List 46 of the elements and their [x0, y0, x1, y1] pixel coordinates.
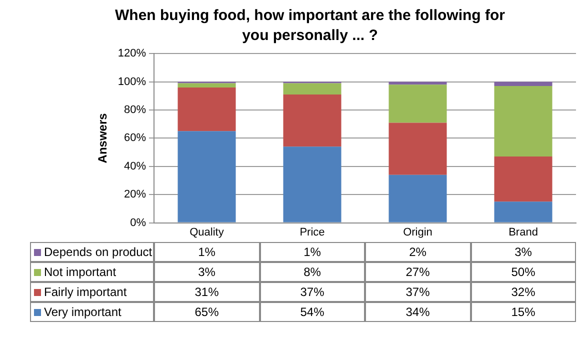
bar [283, 94, 342, 147]
y-tick-label: 80% [124, 104, 146, 116]
data-label: 54% [260, 302, 365, 322]
data-label: 3% [470, 242, 576, 262]
y-tick-label: 100% [118, 76, 146, 88]
legend-label: Very important [44, 305, 122, 319]
y-tick-label: 0% [130, 216, 146, 229]
bar [388, 174, 447, 222]
data-label: 15% [470, 302, 576, 322]
data-label: 37% [365, 282, 470, 302]
data-label: 65% [154, 302, 260, 322]
data-label: 32% [470, 282, 576, 302]
data-label: 37% [260, 282, 365, 302]
bar [388, 122, 447, 175]
x-tick-label: Price [300, 226, 325, 238]
y-axis-title: Answers [96, 112, 110, 164]
y-tick-label: 60% [124, 132, 146, 144]
y-tick-label: 20% [124, 188, 146, 201]
data-label: 2% [365, 242, 470, 262]
legend-label: Fairly important [44, 285, 127, 299]
data-label: 1% [260, 242, 365, 262]
data-label: 50% [470, 262, 576, 282]
legend-label: Depends on product [44, 245, 152, 259]
data-label: 27% [365, 262, 470, 282]
legend-label: Not important [44, 265, 116, 279]
chart-title: When buying food, how important are the following for you personally ... ? [114, 6, 506, 46]
data-label: 8% [260, 262, 365, 282]
bar [494, 82, 552, 86]
bar [178, 87, 236, 132]
data-label: 34% [365, 302, 470, 322]
x-tick-label: Quality [190, 226, 224, 238]
bar [494, 202, 552, 222]
bar [494, 86, 552, 157]
bar [283, 146, 342, 222]
data-label: 3% [154, 262, 260, 282]
bar [178, 83, 236, 88]
bar [388, 84, 447, 123]
y-tick-label: 40% [124, 160, 146, 172]
bar [494, 156, 552, 202]
x-tick-label: Brand [508, 226, 538, 238]
bar [283, 83, 342, 94]
bar [178, 131, 236, 222]
data-label: 31% [154, 282, 260, 302]
y-tick-label: 120% [118, 48, 146, 60]
data-label: 1% [154, 242, 260, 262]
x-tick-label: Origin [403, 226, 432, 238]
